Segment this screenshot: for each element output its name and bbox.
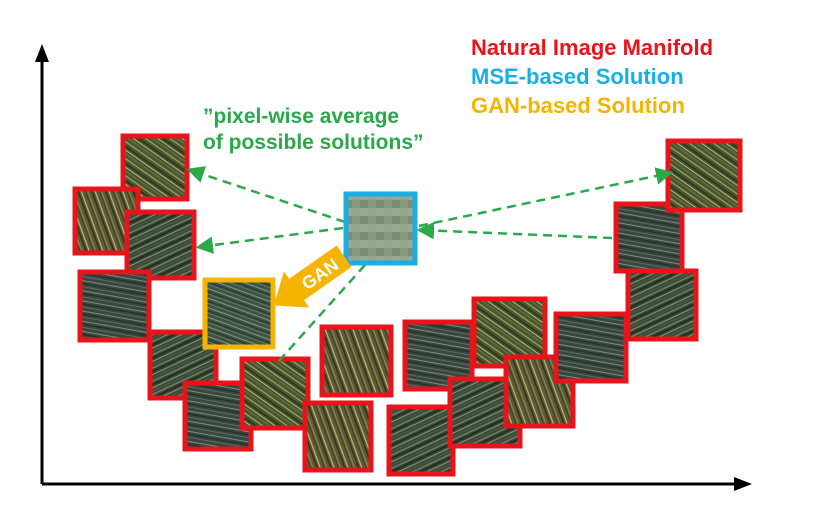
dashed-arrow	[418, 167, 674, 228]
natural-image-tile	[625, 268, 699, 342]
legend-natural: Natural Image Manifold	[471, 35, 713, 60]
legend-gan: GAN-based Solution	[471, 93, 685, 118]
gan-solution-tile	[202, 277, 276, 350]
legend-mse: MSE-based Solution	[471, 64, 684, 89]
dashed-line	[277, 264, 366, 363]
annotation-line-2: of possible solutions”	[203, 131, 424, 154]
dashed-arrow	[186, 166, 346, 224]
mse-solution-tile	[343, 191, 418, 266]
natural-image-tile	[239, 356, 311, 431]
dashed-arrow	[195, 226, 344, 254]
natural-image-tile	[319, 324, 394, 398]
y-axis-arrowhead	[35, 44, 49, 62]
natural-image-tile	[124, 209, 197, 281]
natural-image-tiles	[72, 133, 743, 477]
x-axis-arrowhead	[734, 477, 752, 491]
natural-image-tile	[302, 400, 374, 473]
legend: Natural Image Manifold MSE-based Solutio…	[471, 35, 713, 118]
natural-image-tile	[665, 138, 743, 213]
natural-image-tile	[77, 269, 152, 343]
dashed-arrow	[416, 221, 613, 240]
natural-image-tile	[553, 311, 629, 384]
natural-image-tile	[613, 201, 685, 274]
average-arrows	[186, 166, 674, 363]
annotation-line-1: ”pixel-wise average	[203, 105, 399, 128]
natural-image-tile	[386, 404, 456, 477]
